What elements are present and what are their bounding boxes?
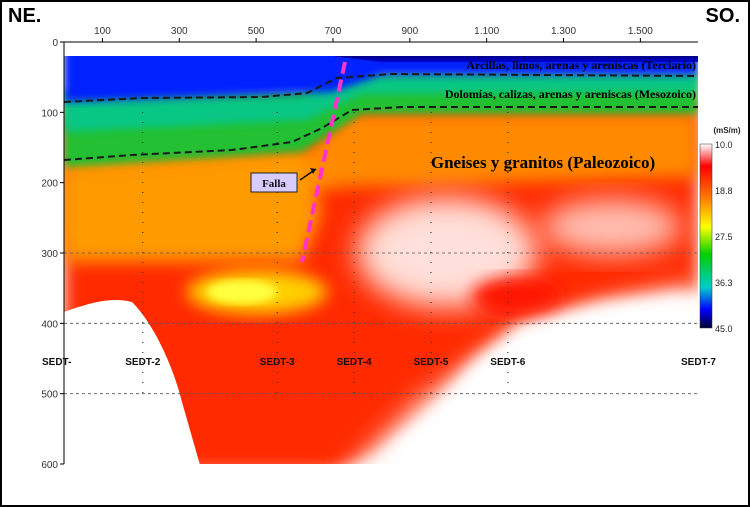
fault-arrowhead xyxy=(310,168,316,174)
colorbar-tick-label: 10.0 xyxy=(715,140,733,150)
tertiary-base-horizon xyxy=(63,72,699,103)
resistive-zone-right xyxy=(542,199,682,255)
red-anomaly xyxy=(472,277,562,317)
colorbar-tick-label: 36.3 xyxy=(715,278,733,288)
y-tick-label: 600 xyxy=(41,460,58,471)
x-tick-label: 1.500 xyxy=(628,26,653,37)
x-tick-label: 900 xyxy=(401,26,418,37)
y-tick-label: 400 xyxy=(41,319,58,330)
x-tick-label: 700 xyxy=(325,26,342,37)
no-data-left xyxy=(64,300,200,464)
mesozoic-base-horizon xyxy=(63,106,698,161)
fault-line xyxy=(300,61,347,263)
y-tick-label: 300 xyxy=(41,249,58,260)
resistive-zone-deep xyxy=(360,287,698,464)
y-tick-label: 200 xyxy=(41,179,58,190)
colorbar-ticks: 10.0 18.8 27.5 36.3 45.0 xyxy=(715,140,733,334)
layer-label-mesozoic: Dolomías, calizas, arenas y areniscas (M… xyxy=(445,87,696,101)
x-tick-label: 1.300 xyxy=(551,26,576,37)
well-labels: SEDT- SEDT-2 SEDT-3 SEDT-4 SEDT-5 SEDT-6 SEDT-… xyxy=(42,357,716,368)
conductivity-field xyxy=(64,42,698,464)
colorbar-tick-label: 45.0 xyxy=(715,324,733,334)
direction-label-so: SO. xyxy=(705,5,740,27)
layer-label-tertiary: Arcillas, limos, arenas y areniscas (Ter… xyxy=(466,58,696,72)
colorbar-tick-label: 18.8 xyxy=(715,186,733,196)
x-tick-label: 300 xyxy=(171,26,188,37)
colorbar-unit: (mS/m) xyxy=(713,126,740,135)
fault-label: Falla xyxy=(262,178,286,190)
layer-label-paleozoic: Gneises y granitos (Paleozoico) xyxy=(431,153,655,172)
colorbar xyxy=(699,143,713,329)
well-label: SEDT-7 xyxy=(681,357,716,368)
x-axis-ticks: 100 300 500 700 900 1.100 1.300 1.500 xyxy=(94,26,653,42)
well-label: SEDT- xyxy=(42,357,71,368)
well-label: SEDT-3 xyxy=(260,357,295,368)
x-tick-label: 500 xyxy=(248,26,265,37)
resistive-zone-center xyxy=(357,197,537,307)
y-tick-label: 500 xyxy=(41,390,58,401)
surface-strip xyxy=(64,42,698,56)
fault-label-box xyxy=(250,172,298,193)
x-tick-label: 1.100 xyxy=(474,26,499,37)
x-tick-label: 100 xyxy=(94,26,111,37)
y-axis-ticks: 0 100 200 300 400 500 600 xyxy=(41,38,64,471)
yellow-core xyxy=(207,280,277,304)
mesozoic-cyan xyxy=(64,74,698,132)
well-label: SEDT-5 xyxy=(413,357,448,368)
well-label: SEDT-4 xyxy=(337,357,372,368)
y-tick-label: 100 xyxy=(41,108,58,119)
colorbar-tick-label: 27.5 xyxy=(715,232,733,242)
horizontal-grid xyxy=(64,252,698,395)
well-label: SEDT-2 xyxy=(125,357,160,368)
y-tick-label: 0 xyxy=(52,38,58,49)
well-label: SEDT-6 xyxy=(490,357,525,368)
direction-label-ne: NE. xyxy=(8,5,42,27)
